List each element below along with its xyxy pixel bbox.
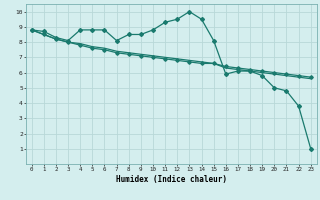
X-axis label: Humidex (Indice chaleur): Humidex (Indice chaleur) (116, 175, 227, 184)
